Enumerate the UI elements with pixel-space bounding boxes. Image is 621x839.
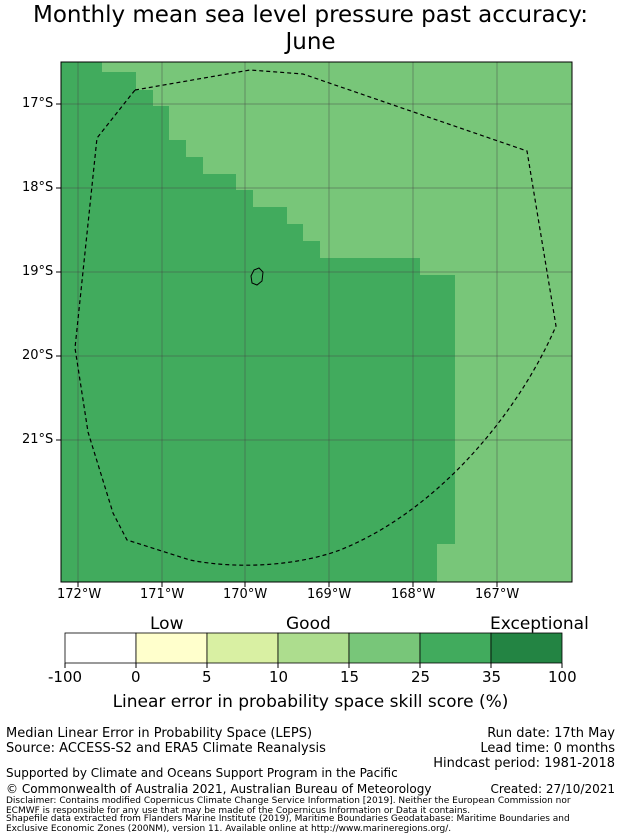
colorbar-segment-25-35	[419, 632, 492, 664]
method-text: Median Linear Error in Probability Space…	[6, 726, 313, 741]
eez-boundary	[74, 69, 557, 566]
chart-subtitle-month: June	[285, 29, 336, 55]
skill-region-25-35	[61, 62, 455, 582]
shapefile-credit-line: Shapefile data extracted from Flanders M…	[6, 814, 570, 824]
colorbar-segment-35-100	[490, 632, 563, 664]
colorbar-segment-5-10	[206, 632, 279, 664]
lon-label: 170°W	[223, 587, 268, 602]
lat-label: 21°S	[22, 432, 54, 447]
lat-label: 18°S	[22, 180, 54, 195]
lead-time: Lead time: 0 months	[480, 741, 615, 756]
created-date: Created: 27/10/2021	[490, 782, 615, 796]
run-date: Run date: 17th May	[487, 726, 615, 741]
colorbar-title: Linear error in probability space skill …	[112, 692, 509, 712]
shapefile-credit-line: Exclusive Economic Zones (200NM), versio…	[6, 824, 452, 834]
colorbar-segment-0-5	[135, 632, 208, 664]
colorbar-tick-label: -100	[48, 668, 83, 686]
colorbar	[64, 632, 563, 664]
support-text: Supported by Climate and Oceans Support …	[6, 766, 398, 780]
colorbar-tick-label: 35	[482, 668, 502, 686]
colorbar-tick-label: 15	[340, 668, 360, 686]
disclaimer-line: Disclaimer: Contains modified Copernicus…	[6, 796, 571, 806]
colorbar-tick-label: 10	[269, 668, 289, 686]
colorbar-tick-label: 5	[202, 668, 212, 686]
colorbar-category-good: Good	[286, 614, 331, 634]
lat-label: 17°S	[22, 96, 54, 111]
disclaimer-line: ECMWF is responsible for any use that ma…	[6, 806, 471, 816]
map-frame	[60, 61, 573, 583]
colorbar-category-low: Low	[150, 614, 184, 634]
copyright-text: © Commonwealth of Australia 2021, Austra…	[6, 782, 432, 796]
graticule	[61, 62, 572, 582]
lat-label: 19°S	[22, 264, 54, 279]
colorbar-segment-neg100-0	[64, 632, 137, 664]
lon-label: 167°W	[475, 587, 520, 602]
island-outline	[250, 267, 264, 286]
colorbar-ticks	[64, 663, 563, 668]
lat-label: 20°S	[22, 348, 54, 363]
hindcast-period: Hindcast period: 1981-2018	[433, 756, 615, 771]
colorbar-segment-10-15	[277, 632, 350, 664]
lon-label: 172°W	[57, 587, 102, 602]
axis-ticks	[56, 103, 498, 587]
lon-label: 171°W	[140, 587, 185, 602]
colorbar-tick-label: 25	[411, 668, 431, 686]
lon-label: 168°W	[391, 587, 436, 602]
lon-label: 169°W	[307, 587, 352, 602]
chart-title: Monthly mean sea level pressure past acc…	[33, 2, 588, 28]
colorbar-segment-15-25	[348, 632, 421, 664]
colorbar-tick-label: 100	[548, 668, 577, 686]
colorbar-tick-label: 0	[131, 668, 141, 686]
source-text: Source: ACCESS-S2 and ERA5 Climate Reana…	[6, 741, 326, 756]
colorbar-category-exceptional: Exceptional	[490, 614, 589, 634]
